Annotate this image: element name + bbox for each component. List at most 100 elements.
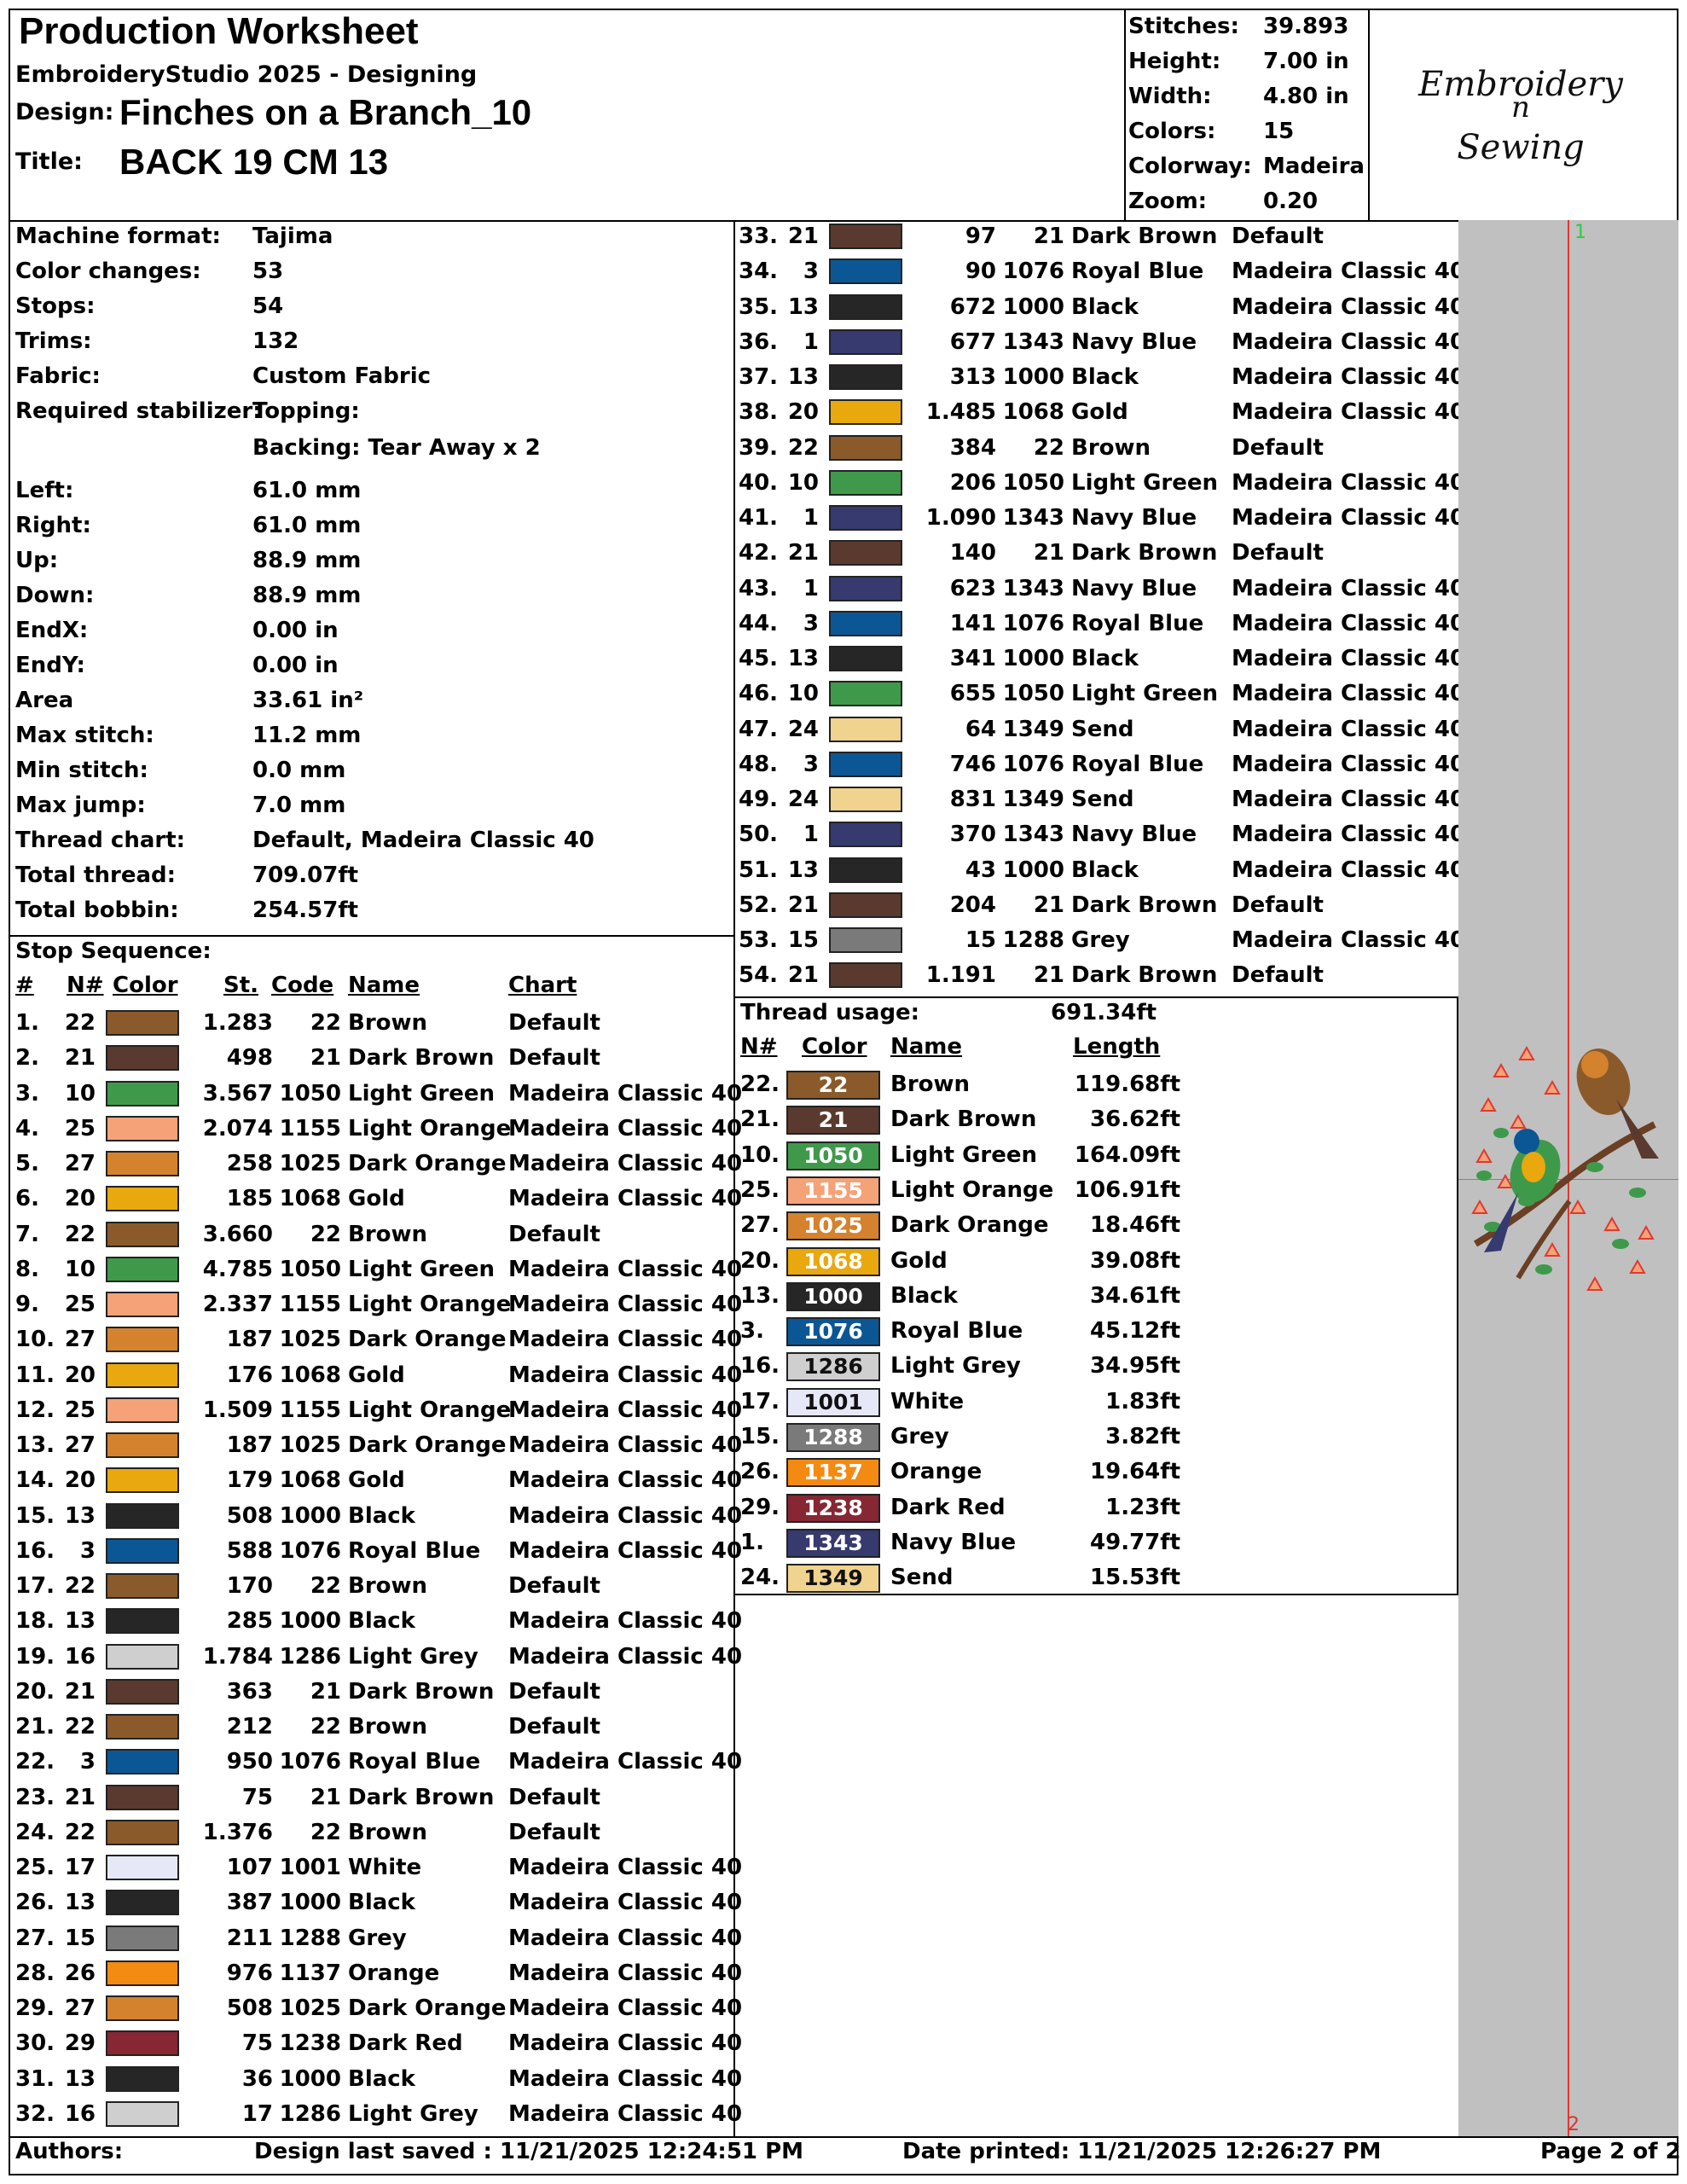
stop-chart: Madeira Classic 40 — [508, 1608, 743, 1635]
stop-row: 36. 1 677 1343 Navy Blue Madeira Classic 40 — [739, 326, 1465, 360]
stop-code: 21 — [1033, 892, 1064, 918]
usage-color-chip: 1076 — [786, 1317, 880, 1347]
design-preview: 1 2 — [1458, 220, 1678, 2138]
stop-code: 1050 — [279, 1256, 341, 1282]
stop-chart: Madeira Classic 40 — [508, 1643, 743, 1670]
stop-stitches: 746 — [949, 751, 996, 777]
stat-label: Height: — [1128, 49, 1221, 74]
stop-name: Brown — [348, 1221, 428, 1247]
stop-needle: 29 — [64, 2030, 96, 2057]
color-swatch — [106, 1362, 179, 1388]
stop-needle: 13 — [64, 2065, 96, 2092]
stop-name: Royal Blue — [348, 1537, 481, 1564]
stop-code: 1025 — [279, 1151, 341, 1176]
stop-needle: 1 — [803, 575, 819, 601]
stop-index: 38. — [739, 399, 779, 426]
stop-chart: Madeira Classic 40 — [508, 2100, 743, 2127]
thread-usage-total: 691.34ft — [1051, 1000, 1157, 1025]
stat-row: Height: 7.00 in — [1128, 49, 1367, 84]
stop-stitches: 206 — [949, 469, 996, 496]
stop-row: 8. 10 4.785 1050 Light Green Madeira Classic … — [15, 1253, 742, 1287]
usage-color-chip: 1286 — [786, 1352, 880, 1382]
info-value: 53 — [252, 258, 284, 284]
usage-color-chip: 1025 — [786, 1211, 880, 1241]
stop-row: 23. 21 75 21 Dark Brown Default — [15, 1781, 732, 1815]
info-label: Trims: — [15, 328, 92, 354]
stop-name: Light Orange — [348, 1397, 512, 1423]
stop-chart: Madeira Classic 40 — [508, 1151, 743, 1176]
stop-row: 35. 13 672 1000 Black Madeira Classic 40 — [739, 291, 1465, 325]
usage-name: Light Green — [890, 1141, 1038, 1168]
stop-row: 26. 13 387 1000 Black Madeira Classic 40 — [15, 1886, 742, 1920]
preview-marker-top: 1 — [1574, 222, 1586, 243]
usage-color-chip: 1000 — [786, 1281, 880, 1311]
stop-row: 27. 15 211 1288 Grey Madeira Classic 40 — [15, 1922, 742, 1956]
stop-row: 34. 3 90 1076 Royal Blue Madeira Classic 40 — [739, 255, 1465, 289]
stop-stitches: 655 — [949, 681, 996, 707]
stop-chart: Madeira Classic 40 — [508, 1890, 743, 1916]
usage-header-n: N# — [740, 1034, 778, 1060]
stop-index: 49. — [739, 787, 779, 812]
usage-needle: 1. — [740, 1529, 764, 1555]
stop-chart: Default — [1232, 224, 1324, 249]
stop-stitches: 176 — [226, 1362, 273, 1388]
usage-row: 22. 22 Brown 119.68ft — [740, 1068, 1457, 1103]
stop-name: Dark Brown — [348, 1678, 495, 1705]
usage-row: 21. 21 Dark Brown 36.62ft — [740, 1103, 1457, 1138]
info-value: 11.2 mm — [252, 723, 362, 748]
stop-chart: Madeira Classic 40 — [1232, 505, 1466, 531]
thread-usage-title: Thread usage: — [740, 1000, 920, 1025]
stop-row: 10. 27 187 1025 Dark Orange Madeira Classic 4… — [15, 1323, 742, 1357]
stop-row: 31. 13 36 1000 Black Madeira Classic 40 — [15, 2063, 742, 2097]
color-swatch — [106, 2065, 179, 2092]
stop-name: Dark Red — [348, 2030, 463, 2057]
stop-code: 1076 — [279, 1537, 341, 1564]
stop-needle: 3 — [803, 258, 819, 285]
software-name: EmbroideryStudio 2025 - Designing — [15, 61, 478, 88]
color-swatch — [106, 1221, 179, 1247]
stop-chart: Madeira Classic 40 — [1232, 681, 1466, 707]
info-label: Machine format: — [15, 224, 221, 249]
stop-index: 21. — [15, 1714, 55, 1740]
stop-code: 1000 — [1002, 646, 1064, 671]
color-swatch — [106, 1010, 179, 1036]
usage-needle: 10. — [740, 1141, 780, 1168]
stop-needle: 13 — [787, 646, 819, 671]
color-swatch — [106, 1502, 179, 1529]
usage-color-chip: 1238 — [786, 1493, 880, 1523]
stop-index: 42. — [739, 540, 779, 566]
stop-sequence-title: Stop Sequence: — [15, 938, 212, 964]
stop-chart: Default — [1232, 962, 1324, 989]
stop-needle: 10 — [787, 681, 819, 707]
stop-index: 14. — [15, 1467, 55, 1494]
stop-name: Royal Blue — [348, 1749, 481, 1775]
usage-needle: 27. — [740, 1212, 780, 1239]
info-label: Min stitch: — [15, 758, 148, 783]
info-value: 0.00 in — [252, 653, 339, 678]
stop-needle: 21 — [787, 224, 819, 249]
stop-name: Royal Blue — [1071, 751, 1204, 777]
stop-index: 4. — [15, 1115, 39, 1141]
usage-row: 25. 1155 Light Orange 106.91ft — [740, 1174, 1457, 1209]
color-swatch — [829, 224, 902, 249]
stop-code: 1343 — [1002, 822, 1064, 848]
usage-name: White — [890, 1388, 965, 1414]
stop-stitches: 672 — [949, 293, 996, 320]
stat-row: Colorway: Madeira — [1128, 154, 1367, 189]
color-swatch — [106, 1678, 179, 1705]
usage-needle: 22. — [740, 1072, 780, 1097]
footer-authors: Authors: — [15, 2139, 124, 2164]
stop-code: 1076 — [1002, 751, 1064, 777]
usage-needle: 20. — [740, 1247, 780, 1274]
color-swatch — [829, 962, 902, 989]
stop-row: 53. 15 15 1288 Grey Madeira Classic 40 — [739, 924, 1465, 958]
usage-row: 1. 1343 Navy Blue 49.77ft — [740, 1526, 1457, 1561]
usage-name: Dark Orange — [890, 1212, 1049, 1239]
info-label: Thread chart: — [15, 828, 186, 853]
preview-marker-bottom: 2 — [1568, 2114, 1580, 2135]
color-swatch — [106, 1292, 179, 1317]
info-value: 61.0 mm — [252, 478, 362, 503]
stop-stitches: 4.785 — [202, 1256, 273, 1282]
usage-color-chip: 1001 — [786, 1387, 880, 1417]
color-swatch — [829, 716, 902, 742]
